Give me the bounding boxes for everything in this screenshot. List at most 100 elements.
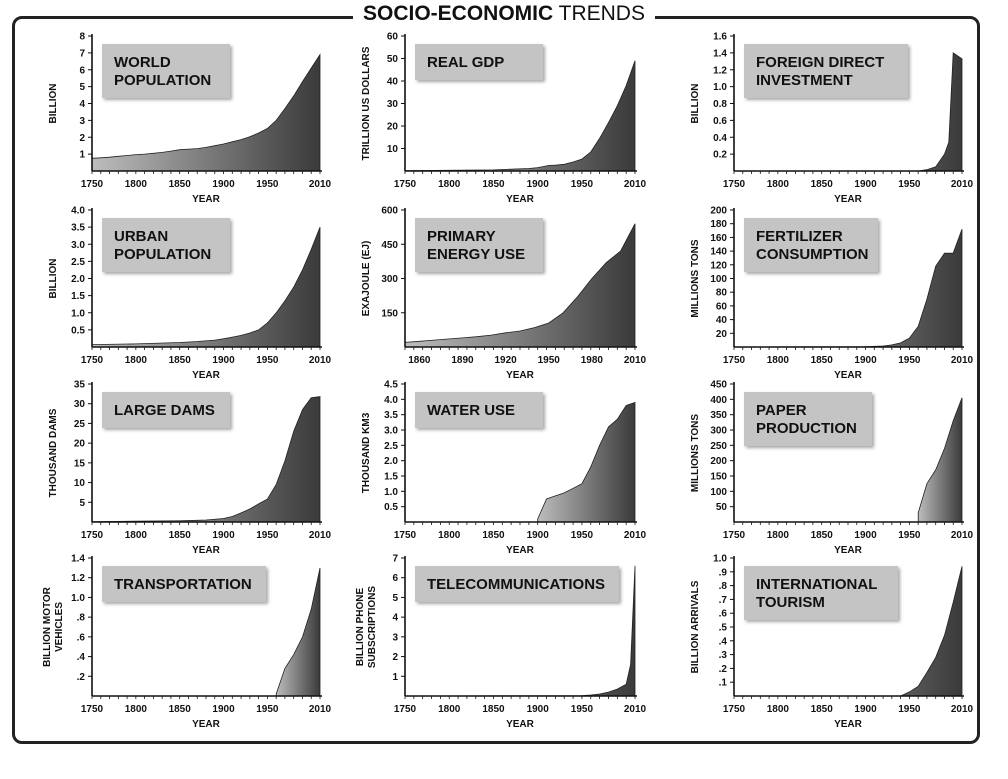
x-tick-label: 1800 <box>438 530 461 541</box>
y-tick-label: 0.2 <box>713 150 727 161</box>
area-series <box>733 229 963 348</box>
y-tick-label: 60 <box>387 32 399 43</box>
chart-title: PAPER <box>756 402 807 419</box>
y-tick-label: 2.5 <box>384 441 398 452</box>
chart-label-box <box>102 218 230 272</box>
x-axis-title: YEAR <box>506 370 535 381</box>
x-tick-label: 1850 <box>169 704 192 715</box>
x-tick-label: 2010 <box>309 530 332 541</box>
y-tick-label: 4 <box>392 613 398 624</box>
x-tick-label: 2010 <box>951 704 974 715</box>
y-tick-label: .8 <box>77 613 86 624</box>
x-axis-title: YEAR <box>506 545 535 556</box>
x-axis-title: YEAR <box>834 545 863 556</box>
y-tick-label: 1.0 <box>713 554 727 565</box>
x-tick-label: 2010 <box>309 704 332 715</box>
x-tick-label: 1890 <box>451 355 474 366</box>
x-tick-label: 2010 <box>951 179 974 190</box>
y-tick-label: 180 <box>710 219 727 230</box>
y-tick-label: 200 <box>710 206 727 217</box>
y-axis-title: EXAJOULE (EJ) <box>361 241 372 317</box>
chart-title: REAL GDP <box>427 54 504 71</box>
x-tick-label: 1800 <box>125 355 148 366</box>
chart-label-box <box>102 566 266 602</box>
y-tick-label: 5 <box>392 593 398 604</box>
x-tick-label: 1900 <box>854 355 877 366</box>
chart-label-box <box>415 566 619 602</box>
chart-large-dams: 5 10 15 20 25 30 35 1750 1800 1850 1900 1950 2010 YEA… <box>48 380 332 557</box>
area-series <box>91 226 321 348</box>
x-tick-label: 1800 <box>438 704 461 715</box>
y-tick-label: 2.0 <box>71 274 85 285</box>
chart-label-box <box>744 566 898 620</box>
y-axis-title: BILLION <box>690 84 701 124</box>
y-tick-label: 250 <box>710 441 727 452</box>
chart-title: POPULATION <box>114 246 211 263</box>
chart-label-box <box>415 44 543 80</box>
y-tick-label: 80 <box>716 288 728 299</box>
chart-paper-production: 50 100 150 200 250 300 350 400 450 1750 1800 1850 19… <box>690 380 974 557</box>
y-tick-label: 1.4 <box>713 48 727 59</box>
y-tick-label: 600 <box>381 206 398 217</box>
chart-title: CONSUMPTION <box>756 246 869 263</box>
y-tick-label: 0.4 <box>713 133 727 144</box>
area-series <box>91 396 321 523</box>
y-tick-label: 1.0 <box>384 487 398 498</box>
x-tick-label: 2010 <box>309 355 332 366</box>
chart-label-box <box>102 44 230 98</box>
x-tick-label: 2010 <box>624 355 647 366</box>
page-title: SOCIO-ECONOMIC TRENDS <box>0 0 1008 28</box>
x-tick-label: 1950 <box>256 530 279 541</box>
chart-title: LARGE DAMS <box>114 402 215 419</box>
y-tick-label: 3.5 <box>384 410 398 421</box>
y-tick-label: 1 <box>392 672 398 683</box>
chart-label-box <box>744 392 872 446</box>
x-tick-label: 1850 <box>169 355 192 366</box>
chart-title: POPULATION <box>114 72 211 89</box>
y-tick-label: 0.5 <box>384 502 398 513</box>
y-tick-label: 60 <box>716 301 728 312</box>
y-tick-label: 40 <box>387 77 399 88</box>
x-tick-label: 2010 <box>309 179 332 190</box>
x-tick-label: 1950 <box>898 355 921 366</box>
area-series <box>734 566 963 697</box>
area-series <box>91 53 321 172</box>
x-tick-label: 1950 <box>256 704 279 715</box>
chart-title: WORLD <box>114 54 171 71</box>
x-tick-label: 1950 <box>571 179 594 190</box>
chart-title: TOURISM <box>756 594 825 611</box>
chart-fertilizer-consumption: 20 40 60 80 100 120 140 160 180 200 1750 1800 1850 19… <box>690 206 974 382</box>
x-tick-label: 1900 <box>527 530 550 541</box>
x-tick-label: 1850 <box>811 179 834 190</box>
y-tick-label: 7 <box>79 48 85 59</box>
chart-urban-population: 0.5 1.0 1.5 2.0 2.5 3.0 3.5 4.0 1750 1800 1850 1900… <box>48 206 332 382</box>
y-tick-label: 150 <box>381 308 398 319</box>
x-tick-label: 1850 <box>482 179 505 190</box>
x-tick-label: 1860 <box>408 355 431 366</box>
x-tick-label: 1980 <box>581 355 604 366</box>
x-tick-label: 2010 <box>624 530 647 541</box>
x-tick-label: 1750 <box>394 179 417 190</box>
y-tick-label: 200 <box>710 456 727 467</box>
y-tick-label: 40 <box>716 315 728 326</box>
x-tick-label: 1800 <box>767 355 790 366</box>
chart-label-box <box>744 44 908 98</box>
chart-title: WATER USE <box>427 402 515 419</box>
y-tick-label: 3 <box>79 116 85 127</box>
chart-world-population: 1 2 3 4 5 6 7 8 1750 1800 1850 1900 1950 2010 YEAR BILL… <box>48 32 332 206</box>
x-tick-label: 1750 <box>81 704 104 715</box>
chart-title: URBAN <box>114 228 168 245</box>
chart-title: PRIMARY <box>427 228 496 245</box>
x-tick-label: 1900 <box>854 704 877 715</box>
y-tick-label: 1.4 <box>71 554 85 565</box>
y-axis-title: VEHICLES <box>54 602 65 652</box>
y-tick-label: 450 <box>381 240 398 251</box>
y-tick-label: 50 <box>716 502 728 513</box>
y-tick-label: 150 <box>710 472 727 483</box>
x-tick-label: 1850 <box>482 530 505 541</box>
x-tick-label: 1750 <box>723 704 746 715</box>
chart-label-box <box>415 392 543 428</box>
y-tick-label: 50 <box>387 54 399 65</box>
x-tick-label: 1800 <box>767 179 790 190</box>
x-tick-label: 1950 <box>571 530 594 541</box>
